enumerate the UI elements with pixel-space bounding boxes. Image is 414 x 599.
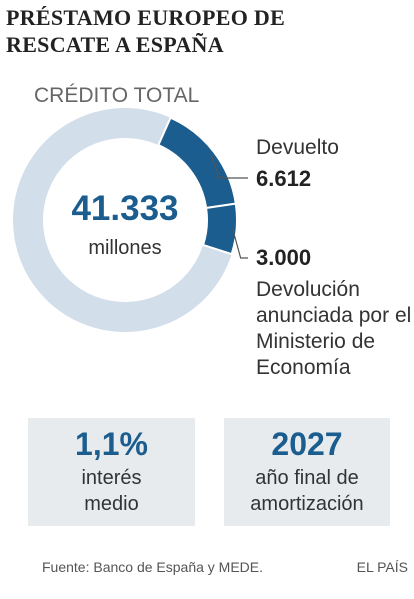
highlight-label: interés medio — [81, 467, 142, 515]
highlight-box: 1,1% interés medio — [28, 418, 195, 526]
brand: EL PAÍS — [356, 559, 408, 575]
donut-segment — [201, 202, 238, 256]
value-label: 6.612 — [256, 166, 312, 191]
highlight-box: 2027 año final de amortización — [224, 418, 390, 526]
subtitle: CRÉDITO TOTAL — [34, 84, 200, 107]
highlight-value: 1,1% — [75, 426, 148, 462]
legend-label: Devolución anunciada por el Ministerio d… — [256, 278, 412, 379]
title: PRÉSTAMO EUROPEO DE RESCATE A ESPAÑA — [6, 5, 286, 57]
leader-line — [210, 154, 248, 179]
legend-label: Devuelto — [256, 136, 339, 159]
value-label: 3.000 — [256, 245, 312, 270]
highlight-value: 2027 — [271, 426, 343, 462]
total-label: 41.333 — [71, 189, 178, 228]
unit-label: millones — [88, 237, 161, 259]
leader-line — [232, 228, 248, 259]
highlight-label: año final de amortización — [250, 467, 364, 515]
source: Fuente: Banco de España y MEDE. — [42, 559, 264, 575]
